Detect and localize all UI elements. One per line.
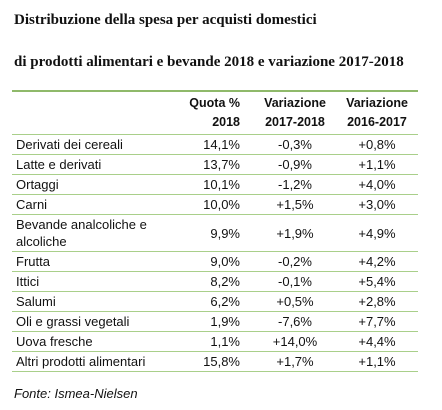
table-row: Uova fresche 1,1% +14,0% +4,4% [12,331,418,352]
title: di prodotti alimentari e bevande 2018 e … [14,54,404,70]
table-cell: Salumi [12,291,170,312]
table-row: Oli e grassi vegetali 1,9% -7,6% +7,7% [12,311,418,332]
table-cell: -0,3% [254,134,336,155]
table-cell: Latte e derivati [12,154,170,175]
table-cell: 10,0% [170,194,254,215]
table-cell: Oli e grassi vegetali [12,311,170,332]
table-cell: Derivati dei cereali [12,134,170,155]
table-cell: +4,4% [336,331,418,352]
table-cell: Uova fresche [12,331,170,352]
table-cell: -7,6% [254,311,336,332]
table-cell: +0,5% [254,291,336,312]
table-cell: 15,8% [170,351,254,372]
table-row: Salumi 6,2% +0,5% +2,8% [12,291,418,312]
table-cell: 6,2% [170,291,254,312]
title: Distribuzione della spesa per acquisti d… [14,12,317,28]
table-cell: 14,1% [170,134,254,155]
table-cell: -0,2% [254,251,336,272]
table-cell: +5,4% [336,271,418,292]
table-cell: Ittici [12,271,170,292]
table-cell: Altri prodotti alimentari [12,351,170,372]
table-cell: +1,9% [254,214,336,252]
table-row: Bevande analcoliche e alcoliche 9,9% +1,9%… [12,214,418,252]
table-cell: +2,8% [336,291,418,312]
header-row: Quota % 2018 Variazione 2017-2018 Variazio… [12,91,418,135]
table-cell: 1,9% [170,311,254,332]
table-cell: +0,8% [336,134,418,155]
table-cell: 1,1% [170,331,254,352]
table-cell: 13,7% [170,154,254,175]
table-row: Frutta 9,0% -0,2% +4,2% [12,251,418,272]
table-row: Derivati dei cereali 14,1% -0,3% +0,8% [12,134,418,155]
table-cell: Frutta [12,251,170,272]
column-header [12,91,170,135]
table-cell: Ortaggi [12,174,170,195]
table-row: Altri prodotti alimentari 15,8% +1,7% +1,1% [12,351,418,372]
column-header: Variazione 2016-2017 [346,96,408,129]
table-cell: -1,2% [254,174,336,195]
table-cell: +14,0% [254,331,336,352]
table-row: Latte e derivati 13,7% -0,9% +1,1% [12,154,418,175]
table-cell: Bevande analcoliche e alcoliche [12,214,170,252]
table-cell: +4,9% [336,214,418,252]
table-cell: +1,1% [336,154,418,175]
table-cell: +4,0% [336,174,418,195]
table-cell: +1,1% [336,351,418,372]
column-header: Quota % 2018 [189,96,240,129]
table-row: Ortaggi 10,1% -1,2% +4,0% [12,174,418,195]
table-cell: 9,9% [170,214,254,252]
source: Fonte: Ismea-Nielsen [14,386,138,401]
table-row: Ittici 8,2% -0,1% +5,4% [12,271,418,292]
table-body: Derivati dei cereali 14,1% -0,3% +0,8% Latte… [12,134,418,372]
table-cell: -0,1% [254,271,336,292]
table-cell: -0,9% [254,154,336,175]
column-header: Variazione 2017-2018 [264,96,326,129]
table-cell: Carni [12,194,170,215]
table-cell: 9,0% [170,251,254,272]
table-row: Carni 10,0% +1,5% +3,0% [12,194,418,215]
table-cell: +4,2% [336,251,418,272]
table-cell: +3,0% [336,194,418,215]
table-cell: +1,7% [254,351,336,372]
table-cell: +7,7% [336,311,418,332]
table-cell: 10,1% [170,174,254,195]
table: Quota % 2018 Variazione 2017-2018 Variazio… [12,90,418,372]
table-cell: +1,5% [254,194,336,215]
table-cell: 8,2% [170,271,254,292]
